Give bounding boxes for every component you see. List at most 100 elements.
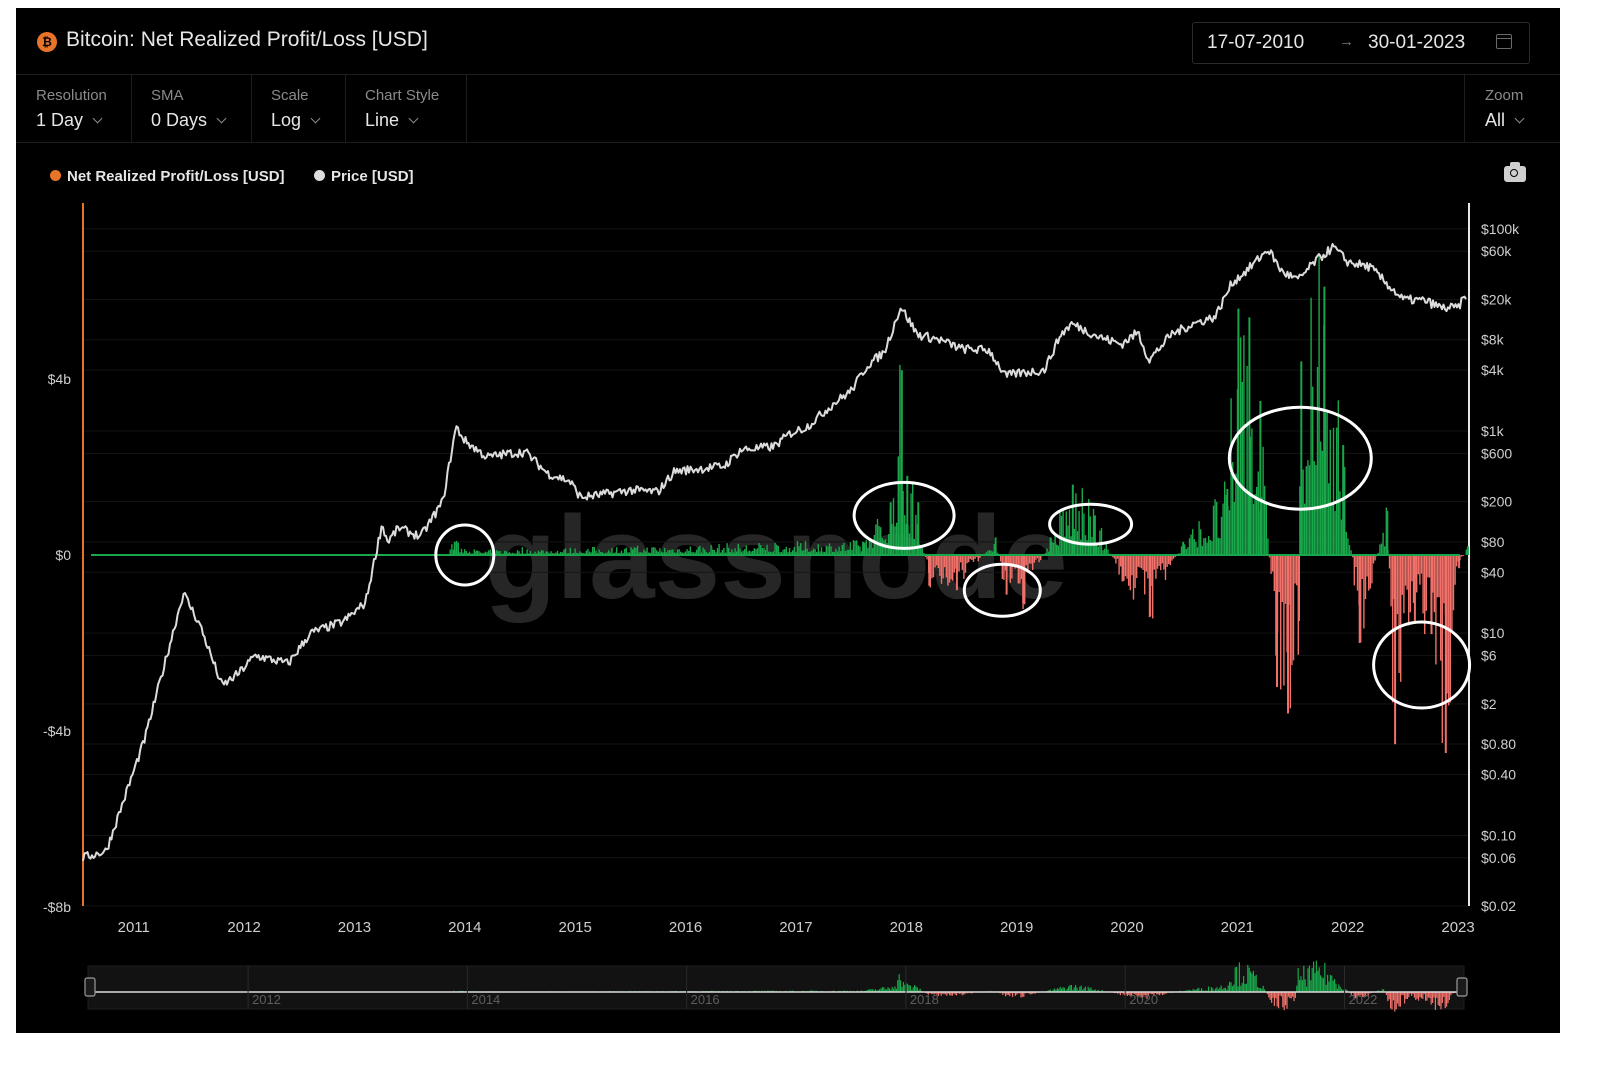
navigator-bar bbox=[1145, 992, 1147, 995]
sma-select[interactable]: SMA 0 Days bbox=[131, 74, 252, 142]
pl-bar bbox=[625, 547, 627, 555]
pl-bar bbox=[516, 550, 519, 555]
pl-bar bbox=[697, 547, 699, 555]
navigator-bar bbox=[1363, 992, 1365, 998]
pl-bar bbox=[694, 552, 696, 555]
pl-spike bbox=[928, 555, 931, 586]
navigator-bar bbox=[1341, 988, 1343, 992]
resolution-value[interactable]: 1 Day bbox=[36, 110, 84, 130]
navigator-bar bbox=[1377, 990, 1379, 992]
resolution-select[interactable]: Resolution 1 Day bbox=[16, 74, 132, 142]
pl-bar bbox=[1211, 541, 1213, 555]
zoom-select[interactable]: Zoom All bbox=[1464, 74, 1561, 142]
navigator-bar bbox=[1157, 992, 1159, 995]
navigator-bar bbox=[1413, 992, 1415, 998]
navigator-bar bbox=[1031, 992, 1033, 994]
pl-bar bbox=[1209, 540, 1211, 555]
navigator-bar bbox=[963, 992, 965, 995]
navigator-bar bbox=[1252, 970, 1254, 992]
pl-bar bbox=[1136, 555, 1138, 579]
camera-icon[interactable] bbox=[1504, 162, 1526, 182]
pl-bar bbox=[1132, 555, 1135, 600]
navigator-bar bbox=[1307, 968, 1309, 992]
pl-bar bbox=[966, 555, 968, 564]
pl-bar bbox=[820, 547, 823, 555]
pl-bar bbox=[782, 549, 784, 555]
pl-bar bbox=[1416, 555, 1418, 593]
pl-bar bbox=[1363, 555, 1365, 629]
navigator-handle-right[interactable] bbox=[1456, 977, 1468, 997]
pl-bar bbox=[684, 551, 687, 555]
pl-bar bbox=[1374, 555, 1376, 561]
navigator-bar bbox=[869, 989, 871, 992]
pl-bar bbox=[1436, 555, 1439, 598]
pl-spike bbox=[1358, 555, 1361, 643]
pl-bar bbox=[540, 550, 543, 555]
pl-spike bbox=[1248, 317, 1251, 555]
navigator-bar bbox=[1290, 992, 1292, 999]
navigator-bar bbox=[932, 992, 934, 994]
navigator-bar bbox=[1188, 989, 1190, 992]
legend-item-price[interactable]: Price [USD] bbox=[314, 168, 414, 188]
pl-bar bbox=[606, 552, 608, 555]
pl-bar bbox=[452, 549, 455, 555]
navigator-bar bbox=[1219, 987, 1221, 992]
pl-bar bbox=[822, 551, 824, 555]
pl-bar bbox=[1166, 555, 1168, 567]
pl-bar bbox=[979, 555, 981, 558]
navigator-tick-label: 2018 bbox=[910, 992, 939, 1007]
navigator-tick-label: 2016 bbox=[691, 992, 720, 1007]
pl-bar bbox=[921, 547, 923, 555]
navigator-bar bbox=[886, 989, 888, 992]
zoom-value[interactable]: All bbox=[1485, 110, 1506, 130]
pl-bar bbox=[1353, 555, 1355, 586]
date-to[interactable]: 30-01-2023 bbox=[1368, 32, 1466, 53]
chart-panel: ₿ Bitcoin: Net Realized Profit/Loss [USD… bbox=[16, 8, 1560, 1033]
navigator-bar bbox=[1194, 989, 1196, 992]
pl-bar bbox=[1000, 555, 1002, 562]
pl-bar bbox=[1152, 555, 1154, 619]
scale-value[interactable]: Log bbox=[271, 110, 302, 130]
pl-bar bbox=[505, 551, 507, 555]
legend-item-net-realized[interactable]: Net Realized Profit/Loss [USD] bbox=[50, 168, 285, 188]
navigator-bar bbox=[1068, 986, 1070, 992]
pl-bar bbox=[800, 543, 802, 555]
navigator-bar bbox=[1101, 989, 1103, 992]
pl-bar bbox=[1188, 538, 1191, 555]
navigator-bar bbox=[933, 992, 935, 995]
sma-value[interactable]: 0 Days bbox=[151, 110, 208, 130]
date-from[interactable]: 17-07-2010 bbox=[1207, 32, 1305, 53]
calendar-icon[interactable] bbox=[1496, 34, 1512, 49]
pl-bar bbox=[944, 555, 946, 568]
navigator-bar bbox=[1409, 992, 1411, 994]
navigator-bar bbox=[1385, 992, 1387, 995]
navigator-bar bbox=[893, 988, 895, 992]
navigator-bar bbox=[1189, 990, 1191, 992]
navigator-handle-left[interactable] bbox=[84, 977, 96, 997]
date-range-picker[interactable]: 17-07-2010 → 30-01-2023 bbox=[1192, 22, 1530, 64]
navigator-bar bbox=[1346, 990, 1348, 992]
pl-bar bbox=[1009, 555, 1011, 583]
chart-style-select[interactable]: Chart Style Line bbox=[345, 74, 467, 142]
navigator-bar bbox=[1153, 992, 1155, 996]
pl-bar bbox=[1064, 536, 1066, 555]
pl-bar bbox=[1059, 511, 1061, 555]
navigator-bar bbox=[937, 992, 939, 996]
navigator-bar bbox=[898, 974, 900, 992]
navigator-bar bbox=[1075, 984, 1077, 992]
pl-bar bbox=[777, 545, 779, 555]
chart-style-value[interactable]: Line bbox=[365, 110, 400, 130]
navigator-bar bbox=[1308, 965, 1310, 992]
pl-bar bbox=[1289, 555, 1291, 709]
navigator-bar bbox=[1069, 985, 1071, 992]
pl-bar bbox=[865, 540, 867, 555]
navigator-bar bbox=[916, 987, 918, 992]
scale-select[interactable]: Scale Log bbox=[251, 74, 346, 142]
x-axis-tick-label: 2014 bbox=[448, 919, 481, 936]
navigator-bar bbox=[1392, 992, 1394, 1001]
navigator-bar bbox=[1261, 988, 1263, 992]
pl-bar bbox=[1409, 555, 1411, 613]
navigator-bar bbox=[1052, 989, 1054, 992]
pl-spike bbox=[1022, 555, 1025, 604]
navigator-bar bbox=[935, 992, 937, 994]
